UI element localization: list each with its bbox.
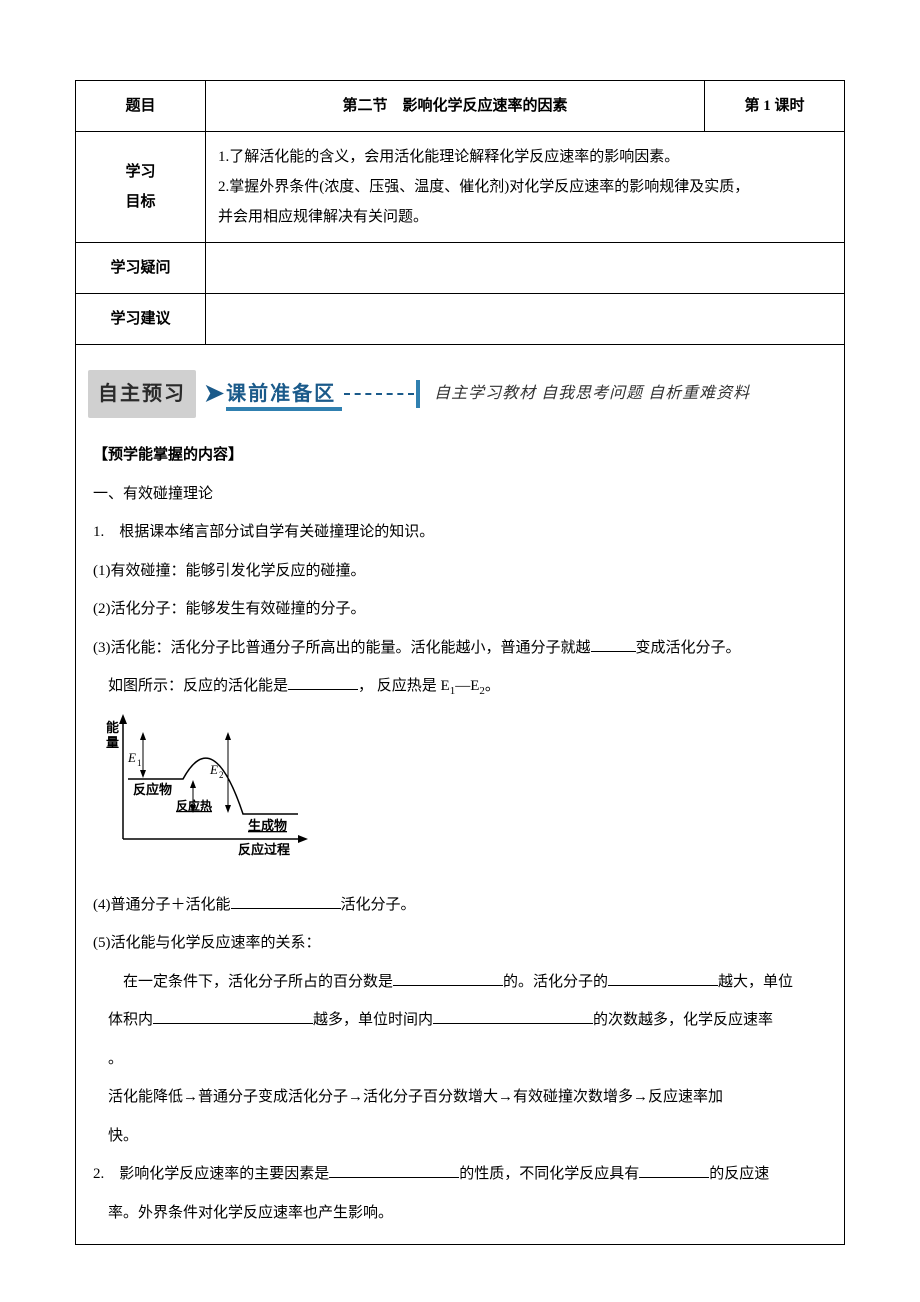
item-1-5-line4: 活化能降低→普通分子变成活化分子→活化分子百分数增大→有效碰撞次数增多→反应速率… [93, 1080, 827, 1115]
title-main: 影响化学反应速率的因素 [403, 98, 568, 114]
questions-label: 学习疑问 [76, 243, 206, 294]
energy-diagram: 能 量 E 1 E 2 [98, 714, 827, 878]
svg-text:E: E [127, 750, 136, 765]
arrow-icon: ➤ [204, 370, 224, 418]
blank [591, 637, 636, 652]
lesson-number: 第 1 课时 [705, 81, 845, 132]
suggestions-row: 学习建议 [76, 294, 845, 345]
divider [416, 380, 420, 408]
blank [329, 1163, 459, 1178]
diagram-intro: 如图所示：反应的活化能是， 反应热是 E1—E2。 [93, 669, 827, 704]
svg-text:量: 量 [106, 735, 119, 750]
item-1-3: (3)活化能：活化分子比普通分子所高出的能量。活化能越小，普通分子就越变成活化分… [93, 631, 827, 666]
blank [639, 1163, 709, 1178]
objectives-label: 学习 目标 [76, 132, 206, 243]
section-title: 【预学能掌握的内容】 [93, 438, 827, 473]
svg-text:E: E [209, 762, 218, 777]
blank [433, 1009, 593, 1024]
item-1: 1. 根据课本绪言部分试自学有关碰撞理论的知识。 [93, 515, 827, 550]
item-1-5-line5: 快。 [93, 1119, 827, 1154]
heat-label: 反应热 [176, 798, 212, 813]
obj-1: 1.了解活化能的含义，会用活化能理论解释化学反应速率的影响因素。 [218, 142, 832, 172]
blank [153, 1009, 313, 1024]
header-row: 题目 第二节 影响化学反应速率的因素 第 1 课时 [76, 81, 845, 132]
prep-label: 课前准备区 [226, 374, 342, 414]
title-prefix: 第二节 [342, 98, 387, 114]
obj-label-1: 学习 [88, 157, 193, 187]
obj-3: 并会用相应规律解决有关问题。 [218, 202, 832, 232]
questions-content [206, 243, 845, 294]
item-1-2: (2)活化分子：能够发生有效碰撞的分子。 [93, 592, 827, 627]
questions-row: 学习疑问 [76, 243, 845, 294]
subtitle: 自主学习教材 自我思考问题 自析重难资料 [434, 378, 750, 410]
lesson-title: 第二节 影响化学反应速率的因素 [206, 81, 705, 132]
item-1-4: (4)普通分子＋活化能活化分子。 [93, 888, 827, 923]
svg-text:1: 1 [137, 758, 142, 768]
svg-text:2: 2 [219, 770, 224, 780]
content-row: 自主预习 ➤ 课前准备区 自主学习教材 自我思考问题 自析重难资料 【预学能掌握… [76, 345, 845, 1245]
item-1-5-line2: 体积内越多，单位时间内的次数越多，化学反应速率 [93, 1003, 827, 1038]
content-cell: 自主预习 ➤ 课前准备区 自主学习教材 自我思考问题 自析重难资料 【预学能掌握… [76, 345, 845, 1245]
obj-label-2: 目标 [88, 187, 193, 217]
suggestions-label: 学习建议 [76, 294, 206, 345]
product-label: 生成物 [248, 818, 287, 833]
blank [608, 971, 718, 986]
objectives-content: 1.了解活化能的含义，会用活化能理论解释化学反应速率的影响因素。 2.掌握外界条… [206, 132, 845, 243]
suggestions-content [206, 294, 845, 345]
reactant-label: 反应物 [133, 782, 172, 797]
title-label: 题目 [76, 81, 206, 132]
x-axis-label: 反应过程 [238, 842, 290, 857]
preview-box: 自主预习 [88, 370, 196, 418]
diagram-svg: 能 量 E 1 E 2 [98, 714, 328, 864]
blank [231, 894, 341, 909]
lesson-table: 题目 第二节 影响化学反应速率的因素 第 1 课时 学习 目标 1.了解活化能的… [75, 80, 845, 1245]
section1-title: 一、有效碰撞理论 [93, 477, 827, 512]
item-1-5-line3: 。 [93, 1042, 827, 1077]
preview-header: 自主预习 ➤ 课前准备区 自主学习教材 自我思考问题 自析重难资料 [88, 370, 832, 418]
objectives-row: 学习 目标 1.了解活化能的含义，会用活化能理论解释化学反应速率的影响因素。 2… [76, 132, 845, 243]
item-1-1: (1)有效碰撞：能够引发化学反应的碰撞。 [93, 554, 827, 589]
svg-text:能: 能 [106, 720, 119, 735]
blank [288, 675, 358, 690]
dash-line [344, 393, 414, 395]
content-body: 【预学能掌握的内容】 一、有效碰撞理论 1. 根据课本绪言部分试自学有关碰撞理论… [88, 438, 832, 1230]
obj-2: 2.掌握外界条件(浓度、压强、温度、催化剂)对化学反应速率的影响规律及实质， [218, 172, 832, 202]
item-2-line2: 率。外界条件对化学反应速率也产生影响。 [93, 1196, 827, 1231]
item-1-5-line1: 在一定条件下，活化分子所占的百分数是的。活化分子的越大，单位 [93, 965, 827, 1000]
item-2: 2. 影响化学反应速率的主要因素是的性质，不同化学反应具有的反应速 [93, 1157, 827, 1192]
item-1-5: (5)活化能与化学反应速率的关系： [93, 926, 827, 961]
blank [393, 971, 503, 986]
